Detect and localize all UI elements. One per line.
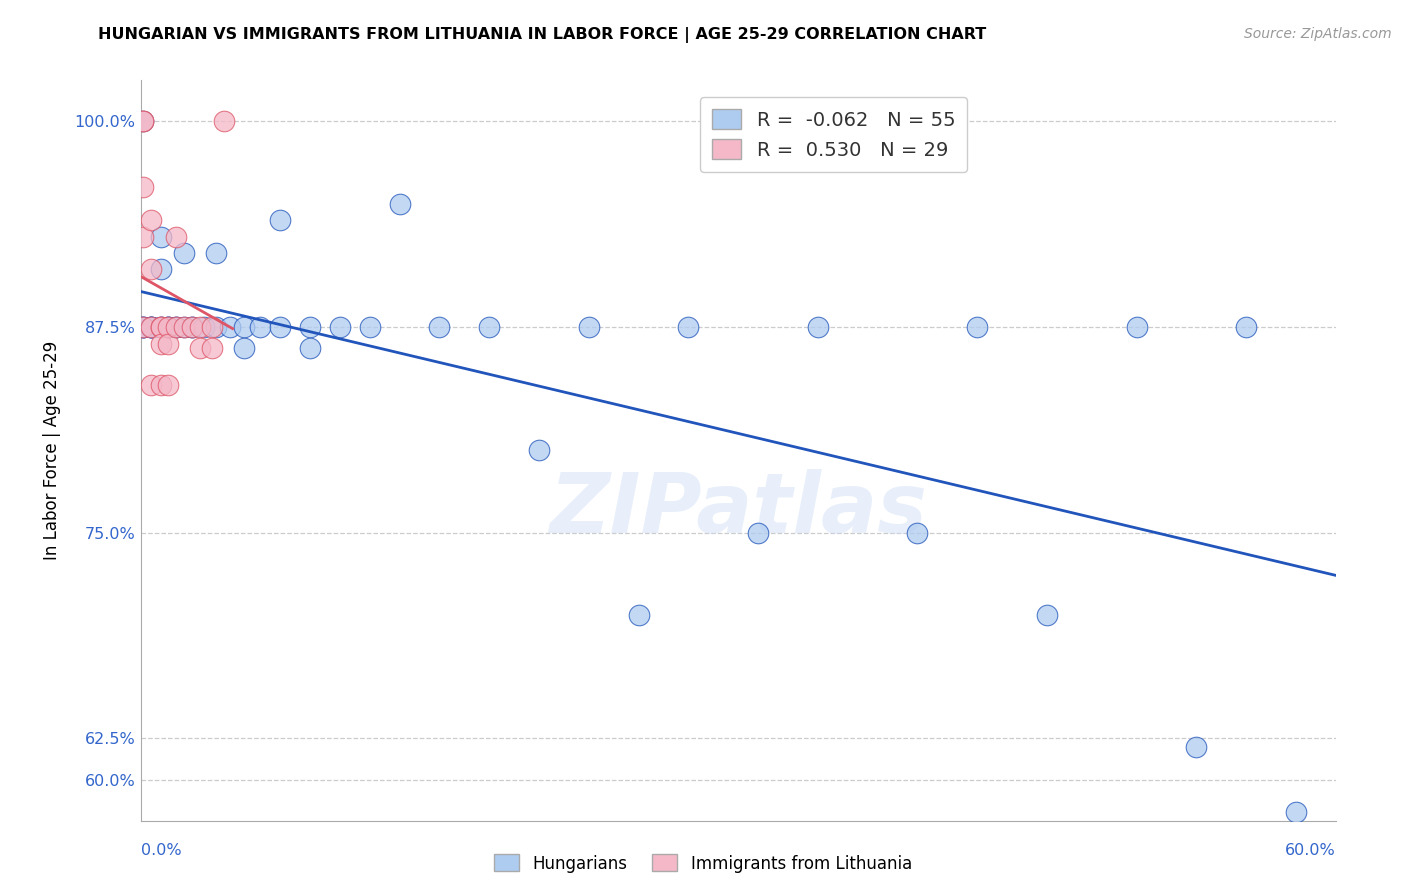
Point xyxy=(188,320,212,334)
Point xyxy=(205,246,228,260)
Text: 0.0%: 0.0% xyxy=(141,843,181,858)
Point xyxy=(149,320,172,334)
Point xyxy=(139,320,162,334)
Point xyxy=(1185,739,1208,754)
Point xyxy=(173,320,195,334)
Point xyxy=(157,377,180,392)
Point xyxy=(181,320,204,334)
Text: Source: ZipAtlas.com: Source: ZipAtlas.com xyxy=(1244,27,1392,41)
Point xyxy=(188,342,212,356)
Legend: R =  -0.062   N = 55, R =  0.530   N = 29: R = -0.062 N = 55, R = 0.530 N = 29 xyxy=(700,97,967,171)
Point xyxy=(131,320,153,334)
Point xyxy=(205,320,228,334)
Point xyxy=(214,114,236,128)
Point xyxy=(139,320,162,334)
Y-axis label: In Labor Force | Age 25-29: In Labor Force | Age 25-29 xyxy=(42,341,60,560)
Point xyxy=(298,320,321,334)
Point xyxy=(157,320,180,334)
Point xyxy=(298,342,321,356)
Point xyxy=(388,196,411,211)
Point xyxy=(166,229,188,244)
Point xyxy=(578,320,600,334)
Point xyxy=(131,320,153,334)
Point xyxy=(166,320,188,334)
Point xyxy=(478,320,501,334)
Point xyxy=(627,607,650,622)
Point xyxy=(201,342,224,356)
Point xyxy=(527,443,550,458)
Point xyxy=(173,320,195,334)
Point xyxy=(131,229,153,244)
Text: 60.0%: 60.0% xyxy=(1285,843,1336,858)
Point xyxy=(201,320,224,334)
Point xyxy=(131,114,153,128)
Point xyxy=(149,320,172,334)
Point xyxy=(149,320,172,334)
Point xyxy=(678,320,700,334)
Point xyxy=(1234,320,1257,334)
Point xyxy=(139,377,162,392)
Point xyxy=(139,320,162,334)
Point xyxy=(157,320,180,334)
Point xyxy=(233,342,256,356)
Point xyxy=(1125,320,1147,334)
Point xyxy=(149,336,172,351)
Point xyxy=(131,114,153,128)
Point xyxy=(131,114,153,128)
Point xyxy=(907,525,929,540)
Point xyxy=(157,320,180,334)
Point xyxy=(359,320,381,334)
Point xyxy=(219,320,242,334)
Point xyxy=(149,377,172,392)
Point xyxy=(166,320,188,334)
Point xyxy=(139,213,162,227)
Point xyxy=(139,262,162,277)
Point xyxy=(131,180,153,194)
Point xyxy=(966,320,988,334)
Text: ZIPatlas: ZIPatlas xyxy=(550,469,927,550)
Point xyxy=(807,320,830,334)
Point xyxy=(427,320,450,334)
Text: HUNGARIAN VS IMMIGRANTS FROM LITHUANIA IN LABOR FORCE | AGE 25-29 CORRELATION CH: HUNGARIAN VS IMMIGRANTS FROM LITHUANIA I… xyxy=(98,27,987,43)
Point xyxy=(269,320,291,334)
Point xyxy=(157,320,180,334)
Point xyxy=(149,262,172,277)
Point xyxy=(149,320,172,334)
Legend: Hungarians, Immigrants from Lithuania: Hungarians, Immigrants from Lithuania xyxy=(488,847,918,880)
Point xyxy=(149,229,172,244)
Point xyxy=(139,320,162,334)
Point xyxy=(181,320,204,334)
Point xyxy=(173,246,195,260)
Point xyxy=(249,320,271,334)
Point xyxy=(1036,607,1059,622)
Point xyxy=(329,320,352,334)
Point xyxy=(166,320,188,334)
Point xyxy=(131,320,153,334)
Point xyxy=(747,525,769,540)
Point xyxy=(269,213,291,227)
Point xyxy=(181,320,204,334)
Point xyxy=(131,320,153,334)
Point xyxy=(193,320,215,334)
Point xyxy=(1285,805,1308,820)
Point xyxy=(157,336,180,351)
Point xyxy=(233,320,256,334)
Point xyxy=(139,320,162,334)
